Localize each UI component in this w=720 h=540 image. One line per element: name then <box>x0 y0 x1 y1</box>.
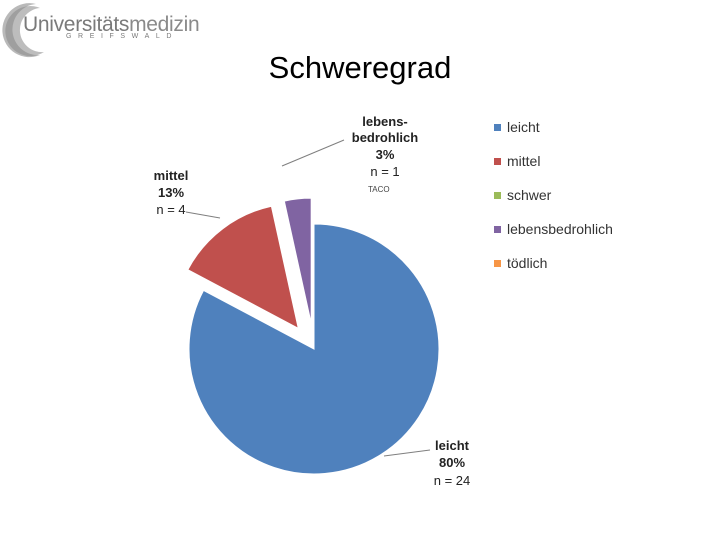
pie-slices <box>187 197 440 475</box>
data-label-mittel-n: n = 4 <box>156 202 185 217</box>
data-label-lebensbedrohlich-line2: bedrohlich <box>352 130 419 145</box>
annotation-taco: TACO <box>368 185 390 194</box>
logo-text-light: Universitäts <box>23 13 130 36</box>
data-label-leicht-name: leicht <box>435 438 470 453</box>
legend-item-tödlich: tödlich <box>494 252 613 274</box>
data-label-mittel-percent: 13% <box>158 185 184 200</box>
data-label-leicht-percent: 80% <box>439 455 465 470</box>
university-logo: Universitätsmedizin GREIFSWALD <box>0 0 200 58</box>
logo-wordmark: Universitätsmedizin <box>23 13 200 37</box>
logo-text-bold: medizin <box>129 13 200 36</box>
legend-label-mittel: mittel <box>507 153 541 169</box>
legend-swatch-mittel <box>494 157 501 165</box>
chart-legend: leicht mittel schwer lebensbedrohlich tödlic… <box>494 116 613 286</box>
legend-swatch-lebensbedrohlich <box>494 225 501 233</box>
data-label-lebensbedrohlich-percent: 3% <box>376 147 395 162</box>
legend-swatch-schwer <box>494 191 501 199</box>
legend-label-leicht: leicht <box>507 119 540 135</box>
data-label-mittel-name: mittel <box>154 168 189 183</box>
legend-label-schwer: schwer <box>507 187 552 203</box>
legend-swatch-leicht <box>494 123 501 131</box>
pie-slice-mittel <box>187 205 299 330</box>
pie-slice-leicht <box>188 223 440 475</box>
page-title: Schweregrad <box>268 50 452 85</box>
data-label-lebensbedrohlich-line1: lebens- <box>362 114 408 129</box>
legend-item-lebensbedrohlich: lebensbedrohlich <box>494 218 613 240</box>
legend-swatch-tödlich <box>494 259 501 267</box>
leader-line-mittel <box>185 211 221 219</box>
data-label-leicht-n: n = 24 <box>434 473 471 488</box>
legend-label-lebensbedrohlich: lebensbedrohlich <box>507 221 613 237</box>
data-label-lebensbedrohlich-n: n = 1 <box>370 164 399 179</box>
logo-swoosh-icon <box>2 3 45 58</box>
logo-subtext: GREIFSWALD <box>66 33 179 40</box>
leader-lines <box>185 139 431 457</box>
legend-item-mittel: mittel <box>494 150 613 172</box>
pie-slice-lebensbedrohlich <box>283 197 312 324</box>
leader-line-leicht <box>383 449 431 457</box>
legend-item-leicht: leicht <box>494 116 613 138</box>
leader-line-lebensbedrohlich <box>281 139 345 167</box>
legend-label-tödlich: tödlich <box>507 255 548 271</box>
legend-item-schwer: schwer <box>494 184 613 206</box>
